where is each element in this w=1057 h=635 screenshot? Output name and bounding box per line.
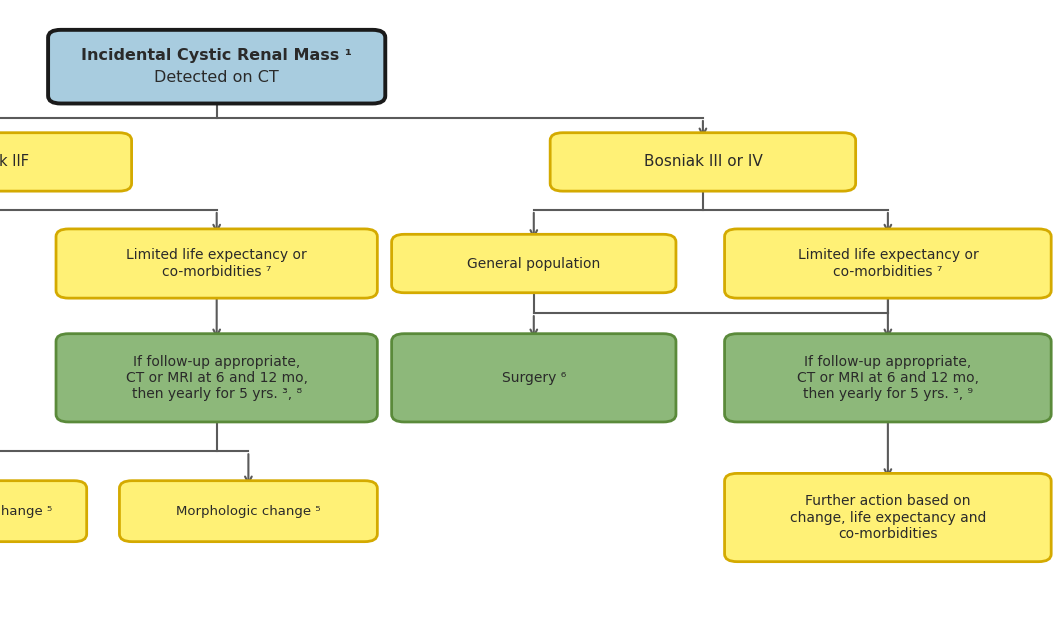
FancyBboxPatch shape: [391, 234, 676, 293]
FancyBboxPatch shape: [391, 334, 676, 422]
Text: If follow-up appropriate,
CT or MRI at 6 and 12 mo,
then yearly for 5 yrs. ³, ⁹: If follow-up appropriate, CT or MRI at 6…: [797, 354, 979, 401]
FancyBboxPatch shape: [56, 334, 377, 422]
Text: No morphologic change ⁵: No morphologic change ⁵: [0, 505, 53, 518]
FancyBboxPatch shape: [725, 474, 1051, 561]
Text: Limited life expectancy or
co-morbidities ⁷: Limited life expectancy or co-morbiditie…: [797, 248, 979, 279]
Text: Incidental Cystic Renal Mass ¹: Incidental Cystic Renal Mass ¹: [81, 48, 352, 63]
Text: Bosniak IIF: Bosniak IIF: [0, 154, 29, 170]
FancyBboxPatch shape: [49, 30, 385, 104]
Text: Limited life expectancy or
co-morbidities ⁷: Limited life expectancy or co-morbiditie…: [126, 248, 308, 279]
Text: Morphologic change ⁵: Morphologic change ⁵: [177, 505, 320, 518]
FancyBboxPatch shape: [550, 133, 856, 191]
Text: Bosniak III or IV: Bosniak III or IV: [644, 154, 762, 170]
FancyBboxPatch shape: [725, 334, 1051, 422]
FancyBboxPatch shape: [0, 133, 131, 191]
FancyBboxPatch shape: [0, 481, 87, 542]
Text: General population: General population: [467, 257, 600, 271]
Text: Detected on CT: Detected on CT: [154, 70, 279, 85]
Text: Surgery ⁶: Surgery ⁶: [502, 371, 565, 385]
FancyBboxPatch shape: [725, 229, 1051, 298]
FancyBboxPatch shape: [119, 481, 377, 542]
Text: If follow-up appropriate,
CT or MRI at 6 and 12 mo,
then yearly for 5 yrs. ³, ⁸: If follow-up appropriate, CT or MRI at 6…: [126, 354, 308, 401]
Text: Further action based on
change, life expectancy and
co-morbidities: Further action based on change, life exp…: [790, 494, 986, 541]
FancyBboxPatch shape: [56, 229, 377, 298]
